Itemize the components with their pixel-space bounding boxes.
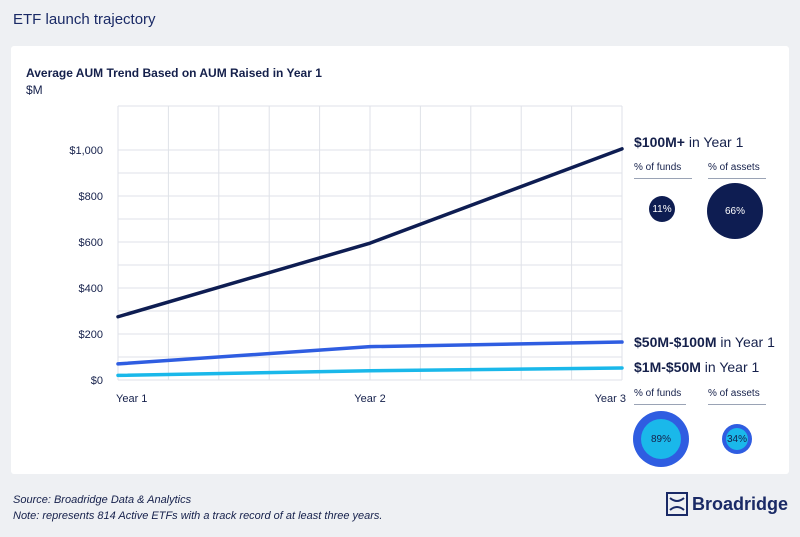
footer-notes: Source: Broadridge Data & Analytics Note… — [13, 492, 382, 524]
y-tick-label: $400 — [79, 283, 103, 295]
broadridge-logo-icon — [666, 492, 688, 516]
legend-mid-series: $50M-$100M in Year 1 — [634, 334, 775, 350]
y-axis-unit: $M — [26, 83, 43, 97]
x-tick-labels: Year 1 Year 2 Year 3 — [116, 393, 626, 405]
low-assets-inner: 34% — [726, 428, 748, 450]
note-text: Note: represents 814 Active ETFs with a … — [13, 510, 383, 522]
low-funds-inner: 89% — [641, 419, 681, 459]
x-tick-label: Year 3 — [595, 393, 626, 405]
low-assets-bubble: 34% — [722, 424, 752, 454]
top-assets-bubble: 66% — [707, 183, 763, 239]
legend-mid-bold: $50M-$100M — [634, 334, 717, 350]
legend-top-rest: in Year 1 — [684, 134, 744, 150]
legend-top-series: $100M+ in Year 1 — [634, 134, 743, 150]
top-funds-bubble: 11% — [649, 196, 675, 222]
y-tick-label: $800 — [79, 191, 103, 203]
low-assets-value: 34% — [726, 433, 747, 445]
y-tick-label: $600 — [79, 237, 103, 249]
low-funds-bubble: 89% — [633, 411, 689, 467]
low-assets-header: % of assets — [708, 388, 766, 405]
top-funds-header: % of funds — [634, 162, 692, 179]
y-tick-label: $200 — [79, 329, 103, 341]
low-funds-header: % of funds — [634, 388, 686, 405]
top-funds-value: 11% — [652, 203, 672, 215]
y-tick-label: $1,000 — [69, 145, 103, 157]
top-assets-header: % of assets — [708, 162, 766, 179]
low-funds-value: 89% — [650, 433, 671, 445]
legend-low-bold: $1M-$50M — [634, 359, 701, 375]
x-tick-label: Year 2 — [354, 393, 385, 405]
chart-card — [11, 46, 789, 474]
page-title: ETF launch trajectory — [13, 11, 156, 28]
series-lines — [116, 147, 624, 378]
y-tick-labels: $0 $200 $400 $600 $800 $1,000 — [69, 145, 103, 387]
top-assets-value: 66% — [724, 205, 745, 217]
y-tick-label: $0 — [91, 375, 103, 387]
series-line-1 — [116, 147, 624, 319]
legend-top-bold: $100M+ — [634, 134, 685, 150]
x-tick-label: Year 1 — [116, 393, 147, 405]
legend-low-series: $1M-$50M in Year 1 — [634, 359, 759, 375]
series-line-2 — [116, 340, 624, 366]
chart-title: Average AUM Trend Based on AUM Raised in… — [26, 66, 322, 80]
series-line-3 — [116, 366, 624, 378]
legend-low-rest: in Year 1 — [700, 359, 760, 375]
legend-mid-rest: in Year 1 — [716, 334, 775, 350]
broadridge-logo: Broadridge — [666, 492, 788, 516]
source-text: Source: Broadridge Data & Analytics — [13, 494, 192, 506]
logo-text: Broadridge — [692, 493, 789, 514]
